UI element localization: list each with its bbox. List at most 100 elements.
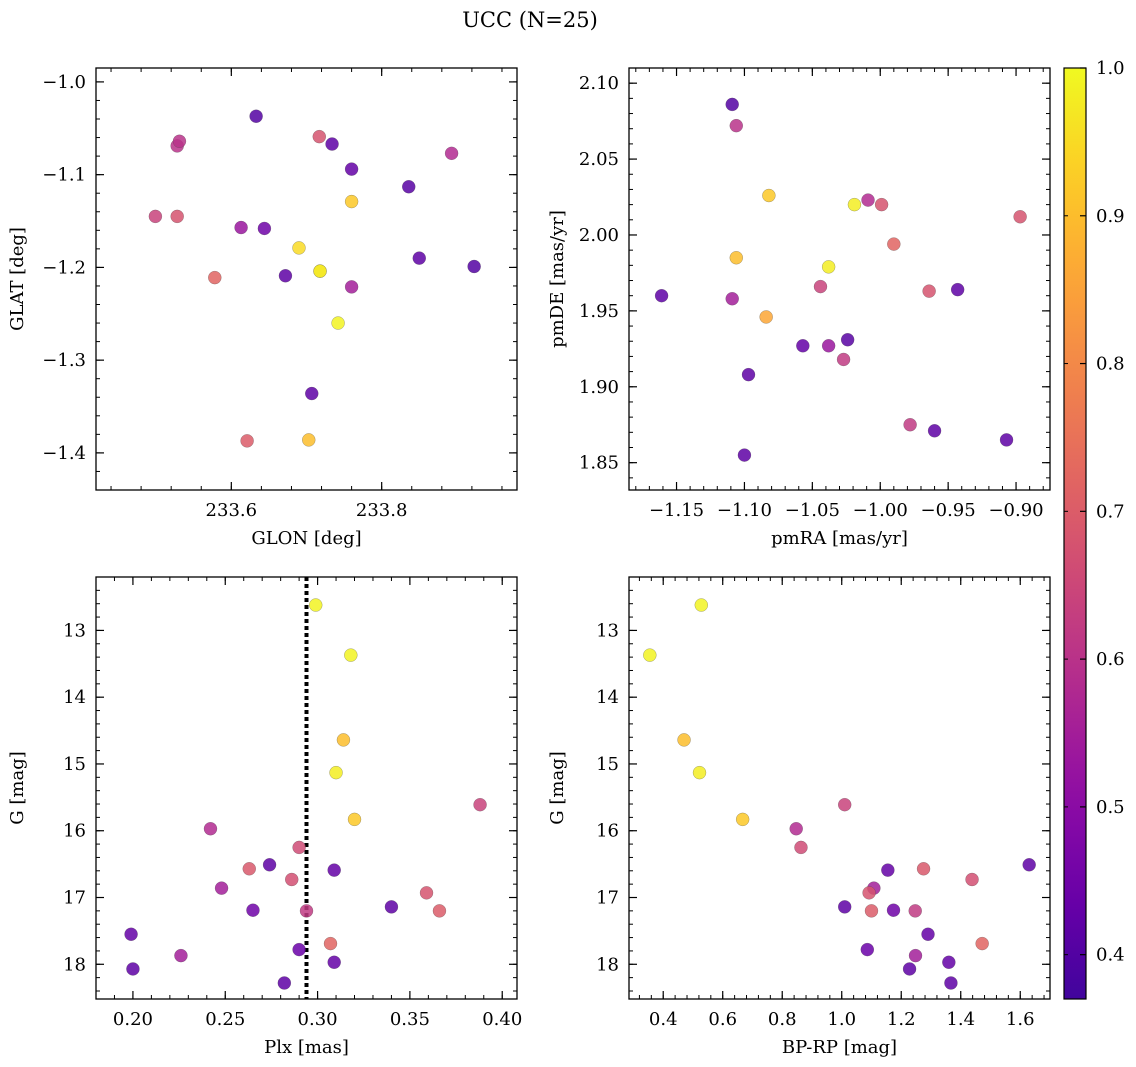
y-tick-label: 13 xyxy=(63,620,86,641)
data-point xyxy=(692,765,707,780)
figure-title: UCC (N=25) xyxy=(462,8,598,32)
data-point xyxy=(327,863,341,877)
colorbar-tick-label: 1.0 xyxy=(1096,58,1125,79)
data-point xyxy=(302,433,316,447)
y-axis-label: pmDE [mas/yr] xyxy=(547,210,568,348)
data-point xyxy=(336,733,351,747)
x-tick-label: 0.25 xyxy=(205,1009,245,1030)
data-point xyxy=(908,948,923,963)
data-point xyxy=(944,976,958,990)
data-point xyxy=(344,162,359,176)
data-point xyxy=(729,251,743,265)
x-tick-label: −1.00 xyxy=(853,500,908,521)
data-point xyxy=(174,948,188,963)
data-point xyxy=(886,903,901,917)
colorbar-tick-label: 0.4 xyxy=(1096,945,1125,966)
y-axis-label: G [mag] xyxy=(7,751,28,824)
data-point xyxy=(234,220,248,235)
data-point xyxy=(323,936,338,951)
data-point xyxy=(1022,858,1036,872)
data-point xyxy=(292,942,306,957)
data-point xyxy=(922,284,936,298)
x-tick-label: −0.90 xyxy=(988,500,1043,521)
data-point xyxy=(881,863,895,877)
data-point xyxy=(309,598,323,612)
data-point xyxy=(903,418,917,432)
plot-frame xyxy=(628,67,1051,491)
data-point xyxy=(172,134,187,148)
data-point xyxy=(999,433,1014,447)
colorbar-tick-label: 0.5 xyxy=(1096,797,1125,818)
colorbar-tick-label: 0.6 xyxy=(1096,649,1125,670)
data-point xyxy=(347,812,362,827)
data-point xyxy=(887,237,901,251)
data-point xyxy=(292,840,306,855)
y-tick-label: −1.2 xyxy=(42,257,86,278)
y-tick-label: 2.10 xyxy=(579,73,619,94)
x-tick-label: 233.8 xyxy=(356,500,408,521)
x-tick-label: 0.8 xyxy=(768,1009,797,1030)
data-point xyxy=(965,872,979,887)
data-point xyxy=(277,976,292,990)
y-tick-label: −1.0 xyxy=(42,72,86,93)
panel-bottom-right: 0.4 0.6 0.8 1.0 1.2 1.4 1.6 13 14 15 16 17 18 BP-RP [… xyxy=(547,576,1051,1058)
x-axis-label: BP-RP [mag] xyxy=(782,1037,897,1058)
y-tick-label: 1.95 xyxy=(579,301,619,322)
data-point xyxy=(249,109,263,123)
data-point xyxy=(737,448,752,462)
data-point xyxy=(292,241,306,255)
plot-frame xyxy=(95,67,518,491)
data-point xyxy=(759,310,773,324)
data-point xyxy=(412,251,426,265)
y-axis-label: G [mag] xyxy=(547,751,568,824)
data-point xyxy=(729,118,743,133)
data-point xyxy=(325,137,339,151)
panels: 233.6 233.8 −1.0 −1.1 −1.2 −1.3 −1.4 GLON [deg]… xyxy=(7,67,1051,1058)
data-point xyxy=(432,904,447,918)
data-point xyxy=(299,904,314,918)
data-point xyxy=(789,822,803,836)
data-point xyxy=(862,886,876,900)
data-point xyxy=(203,822,218,836)
data-point xyxy=(148,209,163,224)
x-tick-label: 1.2 xyxy=(887,1009,916,1030)
data-point xyxy=(285,872,299,887)
data-point xyxy=(950,282,965,297)
data-point xyxy=(444,146,459,161)
data-point xyxy=(864,904,879,918)
y-tick-label: 16 xyxy=(63,821,86,842)
data-point xyxy=(262,858,277,872)
x-tick-label: −1.10 xyxy=(717,500,772,521)
data-point xyxy=(331,316,345,330)
x-tick-label: −0.95 xyxy=(921,500,976,521)
data-point xyxy=(942,955,956,969)
data-point xyxy=(741,367,756,382)
y-tick-label: 14 xyxy=(63,687,86,708)
y-tick-label: 17 xyxy=(596,888,619,909)
data-point xyxy=(725,292,739,306)
data-point xyxy=(735,812,750,827)
data-point xyxy=(384,900,399,914)
data-point xyxy=(902,962,917,976)
data-point xyxy=(908,904,922,918)
y-tick-label: 18 xyxy=(63,954,86,975)
data-point xyxy=(916,862,931,876)
data-point xyxy=(836,352,851,367)
data-point xyxy=(305,386,319,401)
data-point xyxy=(794,840,808,855)
x-tick-label: 1.0 xyxy=(827,1009,856,1030)
x-tick-label: 0.35 xyxy=(390,1009,430,1030)
data-point xyxy=(847,197,862,212)
data-point xyxy=(838,797,852,812)
y-tick-label: 16 xyxy=(596,821,619,842)
data-point xyxy=(762,188,776,203)
colorbar: 0.4 0.5 0.6 0.7 0.8 0.9 1.0 xyxy=(1063,58,1125,1000)
data-point xyxy=(921,927,935,941)
data-point xyxy=(329,765,343,780)
x-tick-label: 0.40 xyxy=(482,1009,522,1030)
data-point xyxy=(170,209,184,224)
x-tick-label: 0.30 xyxy=(298,1009,338,1030)
data-point xyxy=(473,797,487,812)
x-tick-label: 233.6 xyxy=(206,500,258,521)
